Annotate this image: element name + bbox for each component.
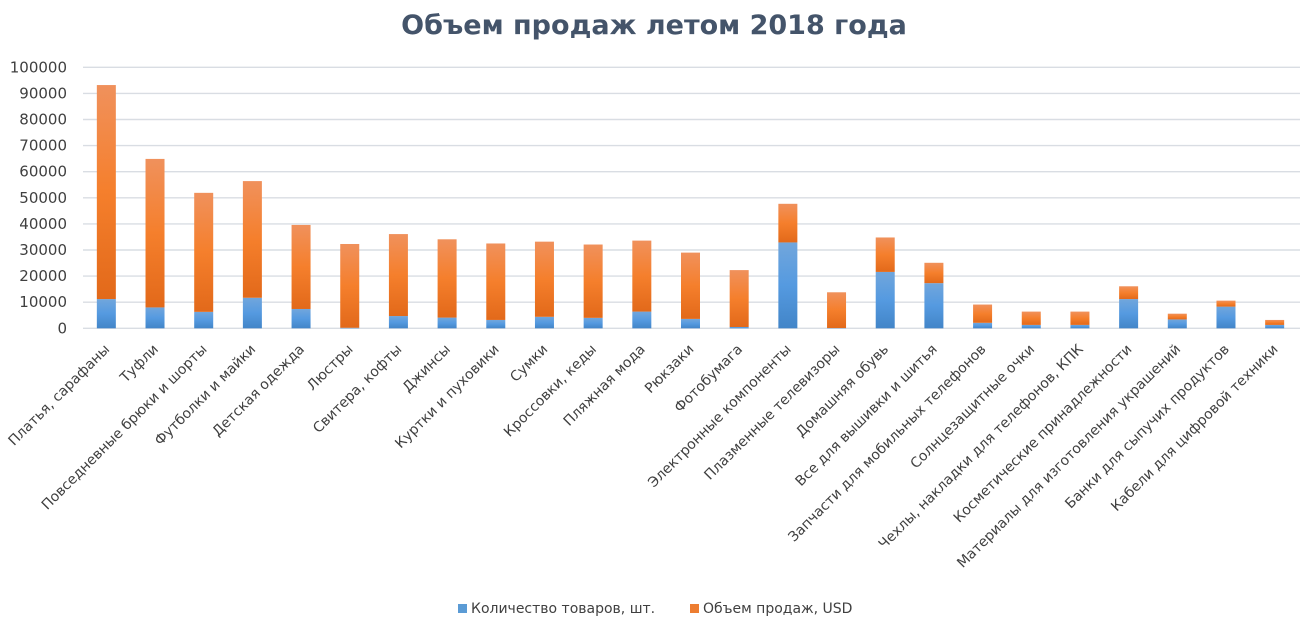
x-tick-label: Детская одежда [210, 342, 308, 440]
bar-segment-quantity [145, 307, 165, 329]
bar-segment-sales [632, 240, 652, 312]
bar-segment-sales [194, 192, 214, 312]
bar-segment-sales [778, 203, 798, 243]
y-tick-label: 30000 [19, 241, 67, 259]
bar-segment-sales [534, 241, 554, 317]
y-tick-label: 20000 [19, 267, 67, 285]
x-tick-label: Сумки [507, 342, 551, 386]
bar-segment-quantity [1216, 306, 1236, 329]
bar-segment-quantity [340, 327, 360, 329]
bar-segment-quantity [242, 297, 262, 329]
bar-segment-quantity [534, 316, 554, 329]
x-tick-label: Кроссовки, кеды [501, 342, 600, 441]
bar-segment-sales [1167, 313, 1187, 320]
x-tick-label: Косметические принадлежности [951, 342, 1136, 527]
legend-swatch [458, 604, 467, 613]
y-tick-label: 40000 [19, 215, 67, 233]
bar-segment-sales [1265, 319, 1285, 325]
bar-segment-quantity [632, 311, 652, 329]
bar-segment-sales [388, 234, 408, 317]
bar-segment-quantity [96, 299, 116, 329]
bar-segment-sales [242, 181, 262, 298]
bar-segment-sales [486, 243, 506, 320]
bar-segment-quantity [973, 322, 993, 329]
bar-segment-quantity [486, 319, 506, 329]
bar-segment-quantity [1265, 324, 1285, 329]
bar-segment-sales [1070, 311, 1090, 325]
bar-segment-sales [924, 262, 944, 284]
x-tick-label: Домашняя обувь [793, 342, 892, 441]
legend: Количество товаров, шт. Объем продаж, USD [458, 601, 852, 617]
legend-label: Количество товаров, шт. [471, 601, 655, 617]
bar-segment-sales [875, 237, 895, 272]
bar-segment-quantity [681, 318, 700, 329]
y-tick-label: 0 [57, 319, 67, 337]
bar-segment-sales [145, 158, 165, 308]
chart-title: Объем продаж летом 2018 года [401, 10, 907, 41]
bar-segment-sales [681, 252, 700, 319]
bar-segment-sales [827, 292, 847, 329]
bar-segment-quantity [1167, 319, 1187, 329]
bar-segment-sales [437, 239, 457, 318]
y-tick-label: 70000 [19, 137, 67, 155]
bar-segment-quantity [1070, 324, 1090, 329]
bar-segment-sales [96, 85, 116, 300]
bar-segment-sales [1216, 300, 1236, 307]
x-tick-label: Туфли [117, 342, 162, 387]
x-tick-label: Пляжная мода [561, 342, 649, 430]
y-tick-label: 50000 [19, 189, 67, 207]
bar-segment-sales [291, 224, 311, 309]
bar-segment-quantity [194, 311, 214, 329]
bar-segment-sales [583, 244, 603, 318]
legend-label: Объем продаж, USD [703, 601, 852, 617]
x-tick-label: Материалы для изготовления украшений [954, 342, 1184, 572]
bar-segment-quantity [778, 242, 798, 329]
bar-segment-quantity [388, 316, 408, 329]
bar-segment-quantity [437, 317, 457, 329]
legend-swatch [690, 604, 699, 613]
bar-segment-quantity [291, 308, 311, 329]
bar-segment-sales [729, 270, 749, 327]
y-tick-label: 10000 [19, 293, 67, 311]
y-tick-label: 80000 [19, 111, 67, 129]
bar-segment-sales [1119, 286, 1139, 300]
y-tick-label: 100000 [10, 58, 67, 76]
x-tick-label: Свитера, кофты [310, 342, 405, 437]
bar-segment-quantity [729, 326, 749, 329]
bar-segment-quantity [924, 283, 944, 329]
bar-segment-sales [1021, 311, 1041, 325]
bar-segment-quantity [1021, 324, 1041, 329]
bar-segment-sales [340, 243, 360, 328]
x-tick-label: Платья, сарафаны [5, 342, 113, 450]
y-tick-label: 90000 [19, 84, 67, 102]
bar-segment-quantity [1119, 299, 1139, 329]
bar-segment-quantity [583, 317, 603, 329]
y-tick-label: 60000 [19, 163, 67, 181]
bar-segment-sales [973, 304, 993, 323]
bar-segment-quantity [875, 271, 895, 329]
